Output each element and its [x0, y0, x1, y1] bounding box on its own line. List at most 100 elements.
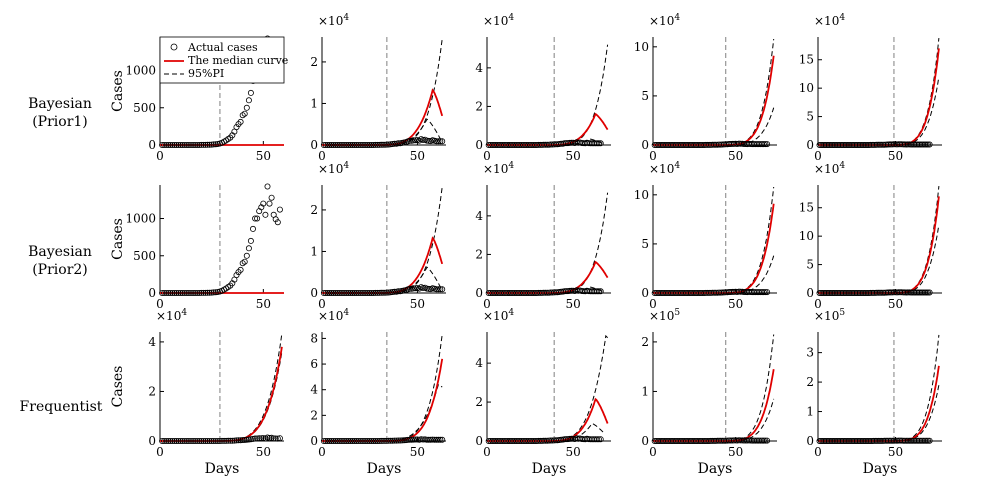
y-tick-label: 0: [641, 138, 649, 152]
actual-case-point: [185, 141, 192, 148]
actual-case-point: [858, 289, 865, 296]
pi-lower-line: [818, 224, 940, 294]
actual-case-point: [875, 289, 882, 296]
actual-case-point: [425, 285, 432, 292]
actual-case-point: [878, 437, 885, 444]
x-tick-label: 0: [156, 149, 164, 163]
actual-case-point: [887, 141, 894, 148]
y-tick-label: 0: [806, 286, 814, 300]
actual-case-point: [395, 437, 402, 444]
actual-case-point: [187, 437, 194, 444]
actual-case-point: [196, 141, 203, 148]
x-tick-label: 0: [814, 445, 822, 459]
actual-case-point: [185, 289, 192, 296]
actual-case-point: [887, 437, 894, 444]
actual-case-point: [846, 141, 853, 148]
actual-case-point: [338, 141, 345, 148]
actual-case-point: [904, 289, 911, 296]
actual-case-point: [362, 437, 369, 444]
exponent-label: ×104: [483, 13, 514, 28]
y-tick-label: 1: [310, 244, 318, 258]
exponent-power: 4: [343, 161, 349, 171]
actual-case-point: [258, 204, 265, 211]
median-curve: [818, 48, 940, 146]
actual-case-point: [762, 437, 769, 444]
actual-case-point: [847, 437, 854, 444]
actual-case-point: [920, 141, 927, 148]
actual-case-point: [266, 200, 273, 207]
actual-case-point: [374, 289, 381, 296]
x-tick-label: 50: [565, 297, 580, 311]
actual-case-point: [920, 437, 927, 444]
actual-case-point: [869, 289, 876, 296]
actual-case-point: [210, 289, 217, 296]
actual-case-point: [159, 141, 166, 148]
actual-case-point: [410, 137, 417, 144]
y-tick-label: 0: [475, 286, 483, 300]
actual-case-point: [181, 437, 188, 444]
x-tick-label: 0: [318, 149, 326, 163]
actual-case-point: [360, 141, 367, 148]
exponent-label: ×104: [156, 308, 187, 323]
actual-case-point: [822, 437, 829, 444]
actual-case-point: [353, 437, 360, 444]
actual-case-point: [880, 141, 887, 148]
y-tick-label: 10: [634, 40, 649, 54]
actual-case-point: [169, 141, 176, 148]
actual-case-point: [379, 437, 386, 444]
actual-case-point: [210, 437, 217, 444]
actual-case-point: [190, 141, 197, 148]
actual-case-point: [322, 437, 329, 444]
actual-case-point: [912, 289, 919, 296]
actual-case-point: [920, 289, 927, 296]
actual-case-point: [915, 289, 922, 296]
y-tick-label: 500: [133, 101, 156, 115]
actual-case-point: [364, 289, 371, 296]
y-tick-label: 3: [806, 346, 814, 360]
panel-r2c0: 0 2 4 0 50 ×104 Cases Days: [110, 308, 284, 477]
actual-case-point: [239, 436, 246, 443]
actual-case-point: [276, 206, 283, 213]
actual-case-point: [163, 141, 170, 148]
actual-case-point: [836, 141, 843, 148]
actual-case-point: [161, 141, 168, 148]
actual-case-point: [825, 141, 832, 148]
actual-case-point: [889, 437, 896, 444]
row-label-prior1-line1: Bayesian: [28, 96, 92, 112]
actual-case-point: [324, 289, 331, 296]
actual-case-point: [904, 141, 911, 148]
y-tick-label: 4: [475, 356, 483, 370]
actual-case-point: [247, 237, 254, 244]
actual-case-point: [918, 437, 925, 444]
actual-case-point: [760, 141, 767, 148]
actual-case-point: [914, 289, 921, 296]
actual-case-point: [165, 437, 172, 444]
actual-case-point: [880, 289, 887, 296]
actual-case-point: [836, 437, 843, 444]
y-axis-label: Cases: [110, 70, 126, 112]
actual-case-point: [372, 141, 379, 148]
actual-case-point: [274, 219, 281, 226]
actual-case-point: [274, 435, 281, 442]
exponent-label: ×104: [483, 161, 514, 176]
actual-case-point: [855, 437, 862, 444]
actual-case-point: [412, 137, 419, 144]
actual-case-point: [332, 437, 339, 444]
actual-case-point: [433, 138, 440, 145]
actual-case-point: [165, 141, 172, 148]
pi-upper-line: [322, 39, 443, 146]
legend-entry: Actual cases: [187, 41, 258, 54]
actual-case-point: [258, 435, 265, 442]
actual-case-point: [839, 289, 846, 296]
actual-case-point: [839, 141, 846, 148]
actual-case-point: [400, 437, 407, 444]
actual-case-point: [833, 141, 840, 148]
actual-case-point: [183, 141, 190, 148]
actual-case-point: [159, 289, 166, 296]
actual-case-point: [595, 140, 602, 147]
panel-r0c1: 0 1 2 0 50 ×104: [310, 13, 446, 163]
x-tick-label: 50: [888, 297, 903, 311]
x-axis-label: Days: [532, 461, 567, 477]
actual-case-point: [341, 141, 348, 148]
exponent-label: ×104: [814, 13, 845, 28]
